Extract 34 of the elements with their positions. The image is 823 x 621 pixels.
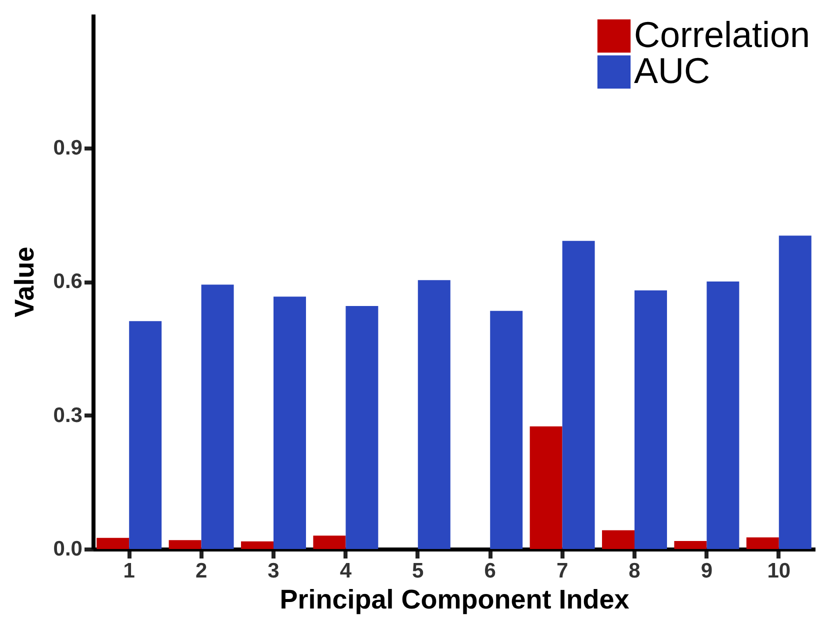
x-tick-label: 4 xyxy=(340,560,352,582)
x-tick-label: 9 xyxy=(700,560,713,582)
y-tick-label: 0.3 xyxy=(53,404,82,427)
x-tick-label: 2 xyxy=(195,560,208,582)
bar xyxy=(602,530,634,549)
bar xyxy=(778,236,812,549)
y-tick-label: 0.9 xyxy=(53,136,82,160)
x-tick-label: 1 xyxy=(123,560,136,582)
x-tick-label: 3 xyxy=(268,560,280,582)
bar xyxy=(241,541,274,549)
bar xyxy=(201,284,234,549)
bar xyxy=(674,540,707,549)
x-tick-label: 10 xyxy=(767,560,791,582)
bar xyxy=(706,282,740,549)
bar xyxy=(313,536,346,549)
bar xyxy=(168,540,202,549)
bar xyxy=(746,537,779,549)
y-tick-label: 0.0 xyxy=(53,538,82,560)
bar xyxy=(562,240,595,549)
x-tick-label: 7 xyxy=(556,560,568,582)
bar xyxy=(418,280,450,549)
x-tick-label: 5 xyxy=(412,560,424,582)
bar xyxy=(96,538,130,549)
bar xyxy=(129,321,162,549)
y-axis-title: Value xyxy=(9,246,40,318)
bar xyxy=(274,296,306,549)
y-tick-label: 0.6 xyxy=(53,270,82,293)
x-tick-label: 8 xyxy=(628,560,641,582)
bar xyxy=(634,290,667,549)
x-tick-label: 6 xyxy=(484,560,496,582)
x-axis-title: Principal Component Index xyxy=(280,584,630,614)
bar xyxy=(346,306,378,549)
bar xyxy=(530,426,562,549)
bar xyxy=(490,310,523,549)
